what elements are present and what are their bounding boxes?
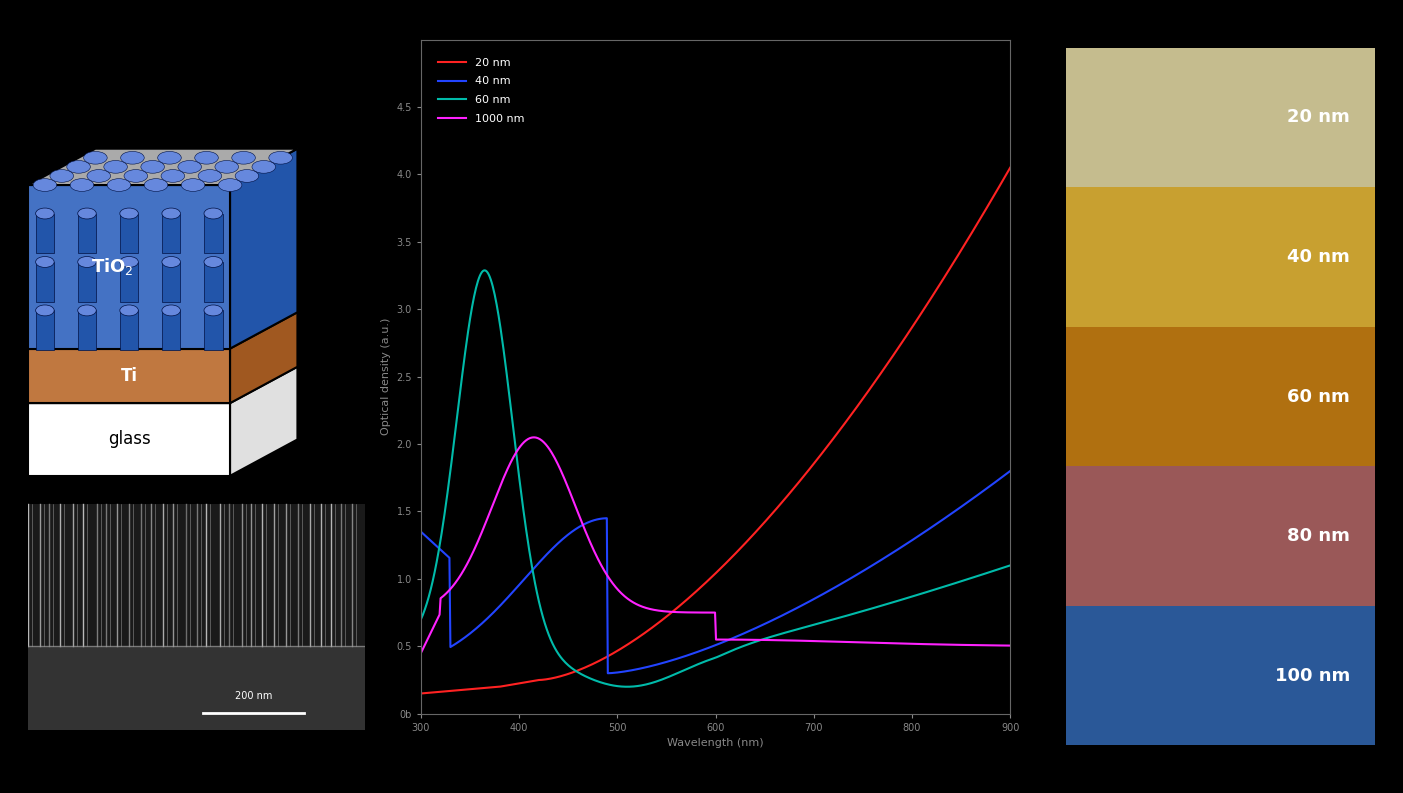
- Ellipse shape: [35, 256, 55, 267]
- Ellipse shape: [203, 208, 223, 219]
- Text: 40 nm: 40 nm: [1288, 248, 1350, 266]
- Bar: [1066, 606, 1375, 745]
- Bar: [77, 310, 97, 351]
- Ellipse shape: [145, 178, 168, 191]
- Text: 80 nm: 80 nm: [1288, 527, 1350, 545]
- Bar: [28, 504, 365, 646]
- Bar: [203, 262, 223, 302]
- Bar: [119, 310, 139, 351]
- Bar: [203, 213, 223, 254]
- Ellipse shape: [161, 256, 181, 267]
- Ellipse shape: [35, 208, 55, 219]
- Text: 100 nm: 100 nm: [1275, 667, 1350, 684]
- Text: 200 nm: 200 nm: [234, 691, 272, 701]
- Bar: [77, 262, 97, 302]
- Bar: [1066, 187, 1375, 327]
- Bar: [77, 213, 97, 254]
- Ellipse shape: [215, 160, 239, 173]
- Ellipse shape: [161, 170, 185, 182]
- Ellipse shape: [87, 170, 111, 182]
- Ellipse shape: [119, 256, 139, 267]
- Ellipse shape: [219, 178, 241, 191]
- Polygon shape: [28, 185, 230, 349]
- Bar: [28, 646, 365, 730]
- Bar: [35, 262, 55, 302]
- Ellipse shape: [123, 170, 147, 182]
- Polygon shape: [28, 403, 230, 476]
- Ellipse shape: [161, 208, 181, 219]
- Text: Ti: Ti: [121, 367, 137, 385]
- Bar: [203, 310, 223, 351]
- Bar: [1066, 466, 1375, 606]
- Bar: [35, 213, 55, 254]
- Bar: [1066, 327, 1375, 466]
- Ellipse shape: [70, 178, 94, 191]
- Ellipse shape: [231, 151, 255, 164]
- Ellipse shape: [34, 178, 56, 191]
- Ellipse shape: [161, 305, 181, 316]
- Bar: [35, 310, 55, 351]
- Polygon shape: [28, 366, 297, 403]
- X-axis label: Wavelength (nm): Wavelength (nm): [668, 738, 763, 749]
- Bar: [161, 310, 181, 351]
- Ellipse shape: [198, 170, 222, 182]
- Ellipse shape: [181, 178, 205, 191]
- Ellipse shape: [67, 160, 90, 173]
- Bar: [119, 213, 139, 254]
- Polygon shape: [230, 149, 297, 349]
- Polygon shape: [28, 349, 230, 403]
- Ellipse shape: [195, 151, 219, 164]
- Text: 20 nm: 20 nm: [1288, 109, 1350, 126]
- Polygon shape: [28, 149, 297, 185]
- Ellipse shape: [178, 160, 202, 173]
- Bar: [161, 213, 181, 254]
- Ellipse shape: [119, 208, 139, 219]
- Ellipse shape: [203, 256, 223, 267]
- Ellipse shape: [203, 305, 223, 316]
- Ellipse shape: [104, 160, 128, 173]
- Bar: [119, 262, 139, 302]
- Ellipse shape: [84, 151, 107, 164]
- Polygon shape: [28, 312, 297, 349]
- Ellipse shape: [77, 256, 97, 267]
- Ellipse shape: [157, 151, 181, 164]
- Polygon shape: [230, 312, 297, 403]
- Text: TiO$_2$: TiO$_2$: [91, 256, 133, 278]
- Text: glass: glass: [108, 431, 150, 449]
- Ellipse shape: [253, 160, 275, 173]
- Ellipse shape: [77, 305, 97, 316]
- Bar: [161, 262, 181, 302]
- Polygon shape: [230, 366, 297, 476]
- Ellipse shape: [107, 178, 130, 191]
- Ellipse shape: [269, 151, 292, 164]
- Y-axis label: Optical density (a.u.): Optical density (a.u.): [380, 318, 391, 435]
- Legend: 20 nm, 40 nm, 60 nm, 1000 nm: 20 nm, 40 nm, 60 nm, 1000 nm: [432, 52, 529, 130]
- Ellipse shape: [51, 170, 73, 182]
- Ellipse shape: [121, 151, 145, 164]
- Ellipse shape: [236, 170, 258, 182]
- Text: 60 nm: 60 nm: [1288, 388, 1350, 405]
- Ellipse shape: [77, 208, 97, 219]
- Ellipse shape: [140, 160, 164, 173]
- Bar: [1066, 48, 1375, 187]
- Ellipse shape: [119, 305, 139, 316]
- Ellipse shape: [35, 305, 55, 316]
